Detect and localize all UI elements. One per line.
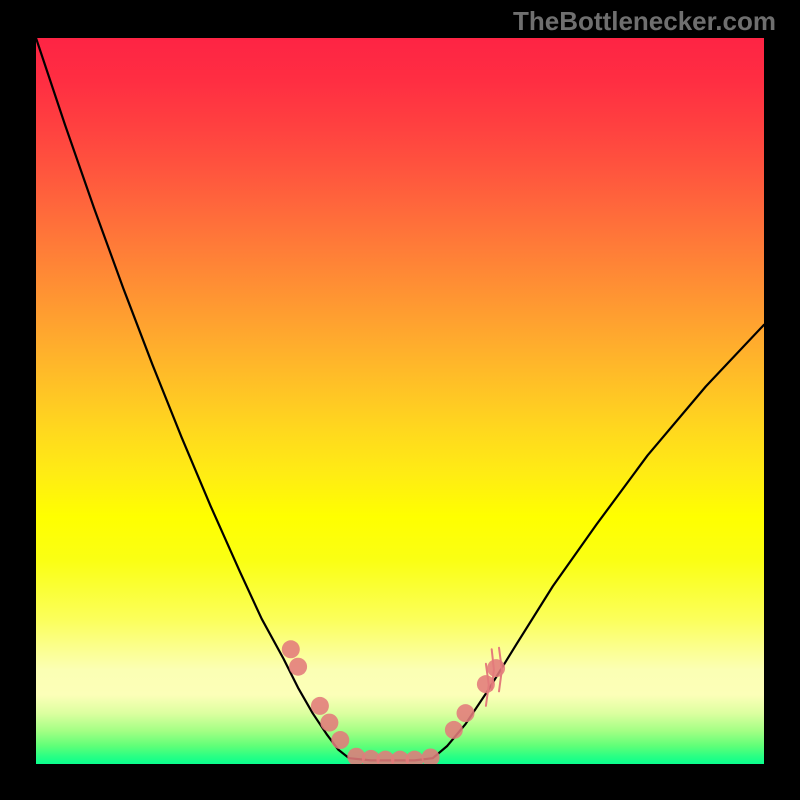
chart-frame: TheBottlenecker.com: [0, 0, 800, 800]
chart-plot-area: [36, 38, 764, 764]
curve-marker: [457, 704, 475, 722]
curve-marker: [289, 658, 307, 676]
chart-svg: [36, 38, 764, 764]
curve-marker: [282, 640, 300, 658]
curve-marker: [311, 697, 329, 715]
curve-marker: [331, 731, 349, 749]
curve-marker: [477, 675, 495, 693]
curve-marker: [320, 714, 338, 732]
watermark-label: TheBottlenecker.com: [513, 6, 776, 37]
curve-marker: [445, 721, 463, 739]
curve-marker: [487, 659, 505, 677]
gradient-background: [36, 38, 764, 764]
